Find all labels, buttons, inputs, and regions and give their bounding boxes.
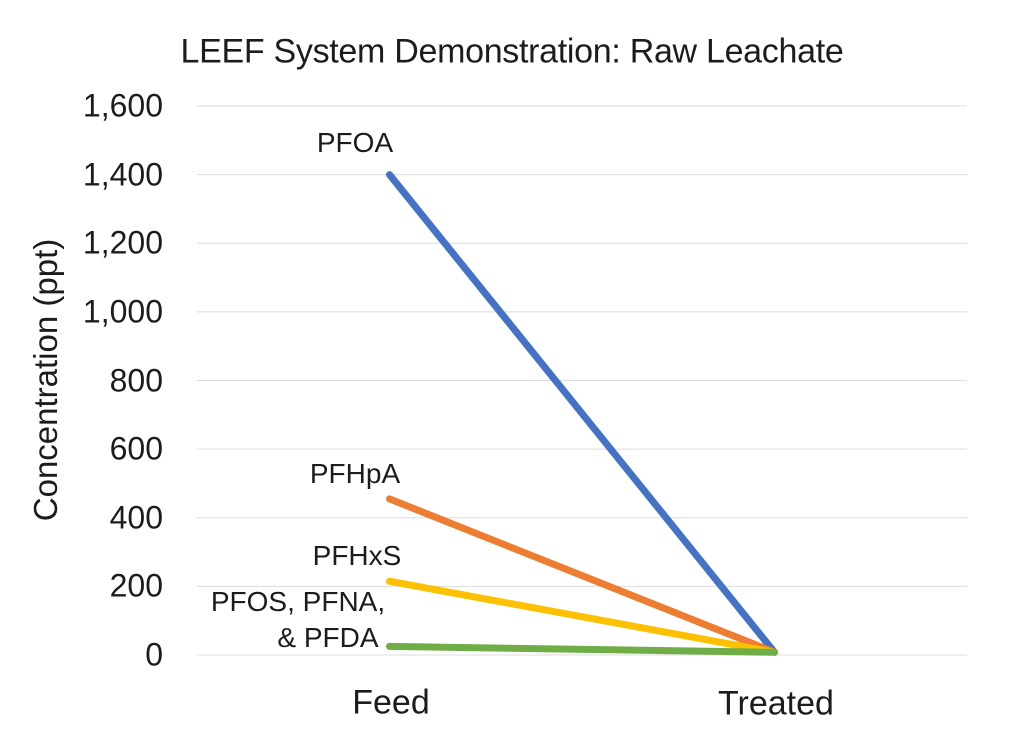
series-label-pfhxs: PFHxS: [312, 540, 402, 571]
series-label-pfos-pfna-pfda-line2: & PFDA: [277, 622, 379, 653]
y-tick-label: 600: [109, 430, 163, 467]
series-label-pfoa: PFOA: [316, 127, 394, 158]
y-tick-label: 400: [109, 499, 163, 536]
y-tick-label: 1,600: [82, 87, 163, 124]
series-line-pfhxs: [386, 577, 778, 656]
y-tick-label: 200: [109, 567, 163, 604]
y-tick-label: 1,200: [82, 224, 163, 261]
series-label-pfhpa: PFHpA: [309, 458, 401, 489]
series-line-pfoa: [386, 171, 778, 656]
x-category-label-feed: Feed: [352, 683, 430, 722]
x-category-label-treated: Treated: [718, 684, 834, 723]
y-tick-label: 1,400: [82, 156, 163, 193]
y-tick-label: 1,000: [82, 293, 163, 330]
y-tick-label: 800: [109, 362, 163, 398]
series-line-pfhpa: [386, 495, 778, 656]
series-label-pfos-pfna-pfda-line1: PFOS, PFNA,: [210, 586, 386, 617]
chart-title: LEEF System Demonstration: Raw Leachate: [180, 32, 844, 71]
y-tick-label: 0: [145, 636, 163, 673]
series-line-pfos-pfna-pfda: [386, 642, 778, 656]
y-axis-title: Concentration (ppt): [27, 238, 64, 522]
